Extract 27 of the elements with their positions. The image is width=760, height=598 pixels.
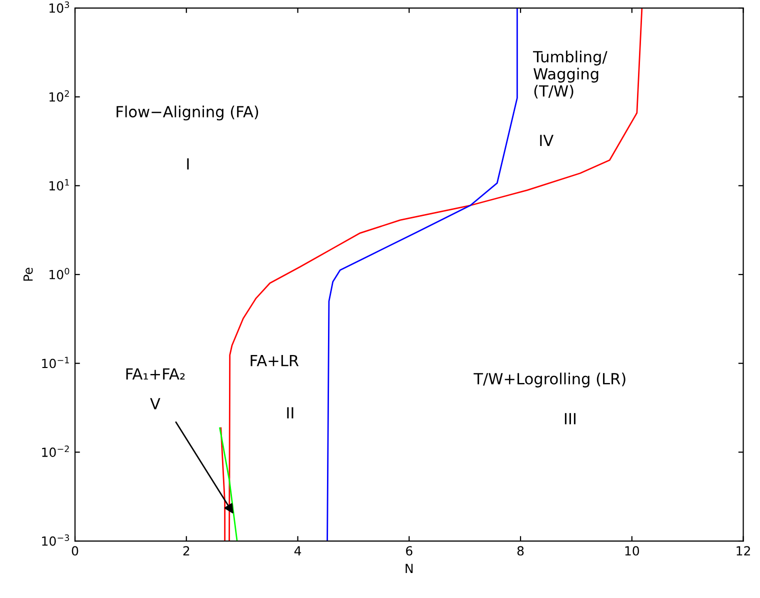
y-tick-label: 10$^{−1}$ xyxy=(42,356,69,368)
annotation: II xyxy=(287,407,294,418)
annotation: III xyxy=(564,413,576,424)
line-series xyxy=(228,8,643,542)
annotation: Flow−Aligning (FA) xyxy=(116,106,258,120)
annotation: Tumbling/ Wagging (T/W) xyxy=(533,50,608,99)
annotation: V xyxy=(150,398,160,410)
y-tick-label: 10$^{−2}$ xyxy=(42,446,69,458)
y-axis-title: Pe xyxy=(24,268,33,281)
x-tick-label: 8 xyxy=(517,546,524,556)
y-tick-label: 10$^{0}$ xyxy=(50,268,70,280)
x-tick-label: 4 xyxy=(294,546,302,556)
x-tick-label: 12 xyxy=(736,546,750,556)
y-tick-label: 10$^{3}$ xyxy=(50,1,70,13)
annotation: FA+LR xyxy=(250,355,299,366)
y-tick-label: 10$^{2}$ xyxy=(50,90,69,102)
annotation: I xyxy=(187,158,189,170)
x-tick-label: 2 xyxy=(183,546,190,556)
y-tick-label: 10$^{−3}$ xyxy=(42,534,69,546)
annotation: FA₁+FA₂ xyxy=(126,368,185,380)
x-axis-title: N xyxy=(406,564,413,574)
x-tick-label: 0 xyxy=(72,546,78,556)
x-tick-label: 10 xyxy=(625,546,640,556)
y-tick-label: 10$^{1}$ xyxy=(50,179,69,191)
x-tick-label: 6 xyxy=(406,546,412,556)
annotation: IV xyxy=(540,134,554,146)
annotation: T/W+Logrolling (LR) xyxy=(474,372,626,388)
